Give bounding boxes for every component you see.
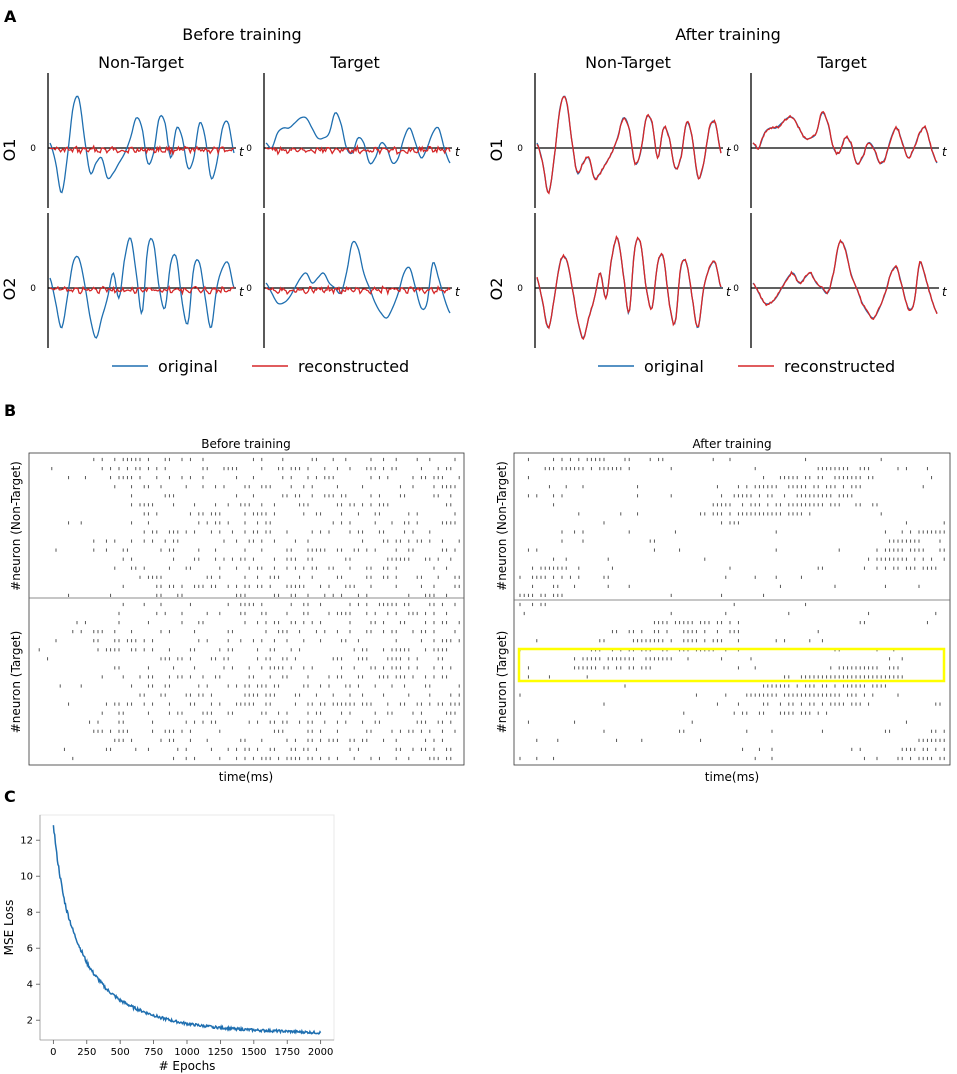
raster-after-ylabel-bottom: #neuron (Target) <box>495 631 509 734</box>
channel-label-o2-left: O2 <box>0 278 19 301</box>
channel-label-o1-right: O1 <box>487 139 506 162</box>
x-tick-label: 1000 <box>174 1047 199 1058</box>
group-title-after: After training <box>675 25 781 44</box>
legend-after: original reconstructed <box>598 357 895 376</box>
y-tick-label: 10 <box>20 872 33 883</box>
panel-b-letter: B <box>4 401 16 420</box>
raster-after-spikes <box>519 457 945 761</box>
raster-before-ylabel-bottom: #neuron (Target) <box>9 631 23 734</box>
zero-tick-label: 0 <box>517 284 523 294</box>
panel-a: A Before training After training Non-Tar… <box>0 7 948 376</box>
y-tick-label: 8 <box>27 908 33 919</box>
y-tick-label: 12 <box>20 836 33 847</box>
series-line-original <box>752 240 938 319</box>
time-axis-symbol: t <box>239 145 245 159</box>
loss-series-line <box>52 825 322 1035</box>
legend-label-original: original <box>644 357 704 376</box>
zero-tick-label: 0 <box>733 284 739 294</box>
loss-x-axis-label: # Epochs <box>159 1059 216 1073</box>
panel-c: C 0 250 500 750 1000 1250 1500 1750 2000 2 4 6 8 10 12… <box>2 787 335 1073</box>
legend-label-reconstructed: reconstructed <box>784 357 895 376</box>
series-line-original <box>265 240 451 319</box>
group-title-before: Before training <box>182 25 301 44</box>
y-tick-label: 4 <box>27 980 33 991</box>
time-axis-symbol: t <box>942 285 948 299</box>
x-tick-label: 500 <box>111 1047 130 1058</box>
column-label-before-nontarget: Non-Target <box>98 53 184 72</box>
x-tick-label: 250 <box>77 1047 96 1058</box>
legend-label-reconstructed: reconstructed <box>298 357 409 376</box>
x-tick-label: 1500 <box>241 1047 266 1058</box>
zero-tick-label: 0 <box>30 284 36 294</box>
panel-a-letter: A <box>4 7 17 26</box>
raster-before-ylabel-top: #neuron (Non-Target) <box>9 461 23 591</box>
x-tick-label: 750 <box>144 1047 163 1058</box>
loss-plot-frame <box>39 814 335 1041</box>
time-axis-symbol: t <box>942 145 948 159</box>
series-line-reconstructed <box>49 285 235 296</box>
zero-tick-label: 0 <box>733 144 739 154</box>
series-line-reconstructed <box>265 144 451 156</box>
series-line-reconstructed <box>752 110 938 165</box>
series-line-reconstructed <box>536 95 722 195</box>
series-line-reconstructed <box>49 144 235 156</box>
raster-after-ylabel-top: #neuron (Non-Target) <box>495 461 509 591</box>
column-label-after-target: Target <box>816 53 867 72</box>
raster-before-xlabel: time(ms) <box>219 770 273 784</box>
raster-after-xlabel: time(ms) <box>705 770 759 784</box>
x-tick-label: 1750 <box>275 1047 300 1058</box>
series-line-reconstructed <box>752 238 938 320</box>
time-axis-symbol: t <box>726 285 732 299</box>
series-line-reconstructed <box>536 234 722 341</box>
eeg-plots: 0 t 0 t 0 t 0 t0 t 0 t 0 t 0 t <box>30 73 948 348</box>
series-line-original <box>265 112 451 165</box>
time-axis-symbol: t <box>455 145 461 159</box>
loss-chart: 0 250 500 750 1000 1250 1500 1750 2000 2 4 6 8 10 12 # … <box>2 814 335 1073</box>
x-tick-label: 0 <box>50 1047 56 1058</box>
zero-tick-label: 0 <box>246 284 252 294</box>
channel-label-o2-right: O2 <box>487 278 506 301</box>
raster-before-title: Before training <box>201 437 291 451</box>
column-label-before-target: Target <box>329 53 380 72</box>
panel-c-letter: C <box>4 787 16 806</box>
legend-label-original: original <box>158 357 218 376</box>
time-axis-symbol: t <box>239 285 245 299</box>
zero-tick-label: 0 <box>30 144 36 154</box>
raster-after-highlight-box <box>517 647 946 683</box>
x-tick-label: 2000 <box>308 1047 333 1058</box>
y-tick-label: 2 <box>27 1016 33 1027</box>
channel-label-o1-left: O1 <box>0 139 19 162</box>
panel-b: B Before training time(ms) #neuron (Non-… <box>4 401 951 784</box>
legend-before: original reconstructed <box>112 357 409 376</box>
zero-tick-label: 0 <box>246 144 252 154</box>
x-tick-label: 1250 <box>208 1047 233 1058</box>
raster-before-spikes <box>38 457 460 761</box>
series-line-original <box>49 237 235 339</box>
zero-tick-label: 0 <box>517 144 523 154</box>
time-axis-symbol: t <box>455 285 461 299</box>
series-line-reconstructed <box>265 284 451 296</box>
loss-y-axis-label: MSE Loss <box>2 900 16 956</box>
column-label-after-nontarget: Non-Target <box>585 53 671 72</box>
raster-after-frame <box>513 452 951 766</box>
raster-before-frame <box>28 452 465 766</box>
time-axis-symbol: t <box>726 145 732 159</box>
raster-after-title: After training <box>692 437 771 451</box>
y-tick-label: 6 <box>27 944 33 955</box>
series-line-original <box>49 95 235 194</box>
